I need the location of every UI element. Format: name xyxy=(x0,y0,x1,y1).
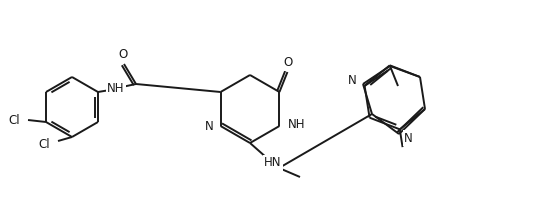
Text: O: O xyxy=(118,48,128,62)
Text: NH: NH xyxy=(107,83,125,95)
Text: HN: HN xyxy=(264,157,282,170)
Text: Cl: Cl xyxy=(39,138,50,152)
Text: N: N xyxy=(404,131,413,145)
Text: N: N xyxy=(205,120,213,134)
Text: N: N xyxy=(348,74,357,88)
Text: O: O xyxy=(284,57,293,69)
Text: Cl: Cl xyxy=(9,113,20,127)
Text: NH: NH xyxy=(287,118,305,131)
